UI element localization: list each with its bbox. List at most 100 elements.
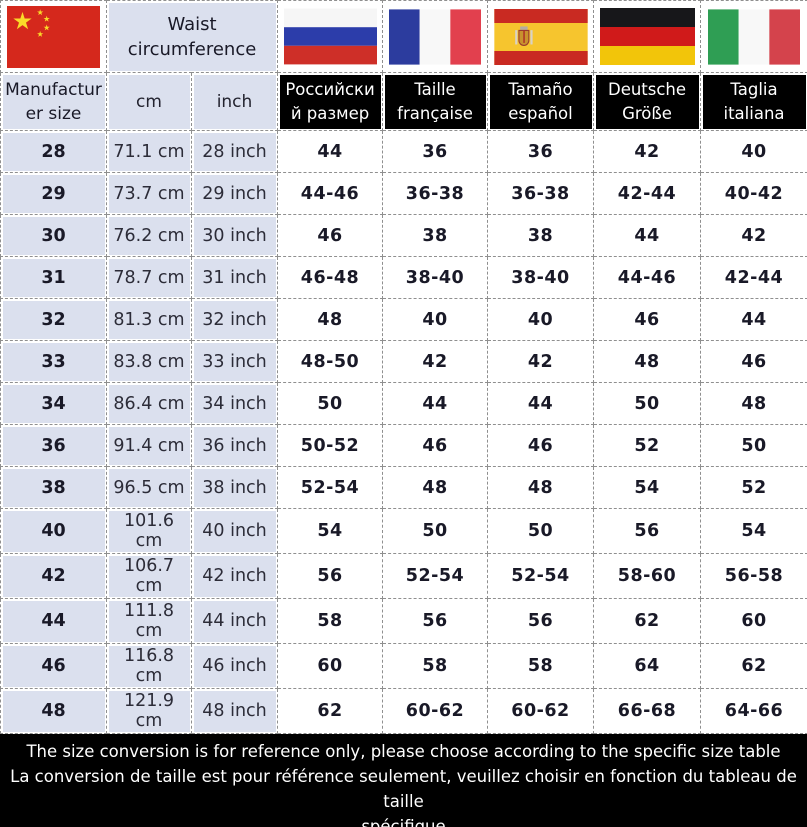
cell-inch: 33 inch <box>190 340 279 383</box>
cell-french-size: 40 <box>382 298 489 341</box>
cell-spanish-size: 56 <box>487 598 595 644</box>
cell-spanish-size: 58 <box>487 643 595 689</box>
flags-row: Waist circumference <box>0 0 807 73</box>
cell-spanish-size: 48 <box>487 466 595 509</box>
cell-spanish-size: 38 <box>487 214 595 257</box>
spain-flag-icon <box>493 8 588 65</box>
cell-manufacturer-size: 29 <box>0 172 107 215</box>
size-row: 34 86.4 cm 34 inch 50 44 44 50 48 <box>0 382 807 425</box>
cell-inch: 46 inch <box>190 643 279 689</box>
size-row: 42 106.7 cm 42 inch 56 52-54 52-54 58-60… <box>0 553 807 599</box>
cell-cm: 101.6 cm <box>106 508 192 554</box>
cell-inch: 44 inch <box>190 598 279 644</box>
cell-manufacturer-size: 34 <box>0 382 107 425</box>
italy-flag-icon <box>708 8 801 65</box>
cell-inch: 38 inch <box>190 466 279 509</box>
cell-german-size: 58-60 <box>593 553 702 599</box>
russia-flag-cell <box>277 0 384 73</box>
cell-cm: 73.7 cm <box>106 172 192 215</box>
cell-spanish-size: 50 <box>487 508 595 554</box>
cell-inch: 42 inch <box>190 553 279 599</box>
cell-manufacturer-size: 33 <box>0 340 107 383</box>
footer-line-french-cont: spécifique <box>361 817 446 827</box>
cell-german-size: 48 <box>593 340 702 383</box>
cell-german-size: 52 <box>593 424 702 467</box>
size-row: 48 121.9 cm 48 inch 62 60-62 60-62 66-68… <box>0 688 807 734</box>
cell-german-size: 44-46 <box>593 256 702 299</box>
cell-spanish-size: 44 <box>487 382 595 425</box>
cell-french-size: 48 <box>382 466 489 509</box>
cell-russian-size: 60 <box>277 643 384 689</box>
cell-cm: 116.8 cm <box>106 643 192 689</box>
cell-german-size: 50 <box>593 382 702 425</box>
france-flag-cell <box>382 0 489 73</box>
cell-spanish-size: 38-40 <box>487 256 595 299</box>
header-italian-size: Taglia italiana <box>700 72 807 131</box>
footer-line-english: The size conversion is for reference onl… <box>26 742 781 761</box>
cell-italian-size: 42 <box>700 214 807 257</box>
cell-cm: 86.4 cm <box>106 382 192 425</box>
header-french-size: Taille française <box>382 72 489 131</box>
cell-inch: 28 inch <box>190 130 279 173</box>
cell-spanish-size: 46 <box>487 424 595 467</box>
cell-italian-size: 56-58 <box>700 553 807 599</box>
cell-french-size: 58 <box>382 643 489 689</box>
cell-german-size: 66-68 <box>593 688 702 734</box>
cell-german-size: 56 <box>593 508 702 554</box>
cell-italian-size: 44 <box>700 298 807 341</box>
cell-french-size: 42 <box>382 340 489 383</box>
size-conversion-table: Waist circumference <box>0 0 807 734</box>
cell-french-size: 50 <box>382 508 489 554</box>
table-body: 28 71.1 cm 28 inch 44 36 36 42 40 29 73.… <box>0 130 807 734</box>
cell-manufacturer-size: 32 <box>0 298 107 341</box>
cell-russian-size: 56 <box>277 553 384 599</box>
cell-german-size: 62 <box>593 598 702 644</box>
cell-spanish-size: 40 <box>487 298 595 341</box>
cell-cm: 71.1 cm <box>106 130 192 173</box>
cell-russian-size: 54 <box>277 508 384 554</box>
cell-italian-size: 54 <box>700 508 807 554</box>
cell-inch: 31 inch <box>190 256 279 299</box>
france-flag-icon <box>389 8 482 65</box>
size-row: 30 76.2 cm 30 inch 46 38 38 44 42 <box>0 214 807 257</box>
cell-cm: 81.3 cm <box>106 298 192 341</box>
italy-flag-cell <box>700 0 807 73</box>
spain-flag-cell <box>487 0 595 73</box>
cell-russian-size: 58 <box>277 598 384 644</box>
cell-manufacturer-size: 40 <box>0 508 107 554</box>
germany-flag-icon <box>599 8 695 65</box>
cell-spanish-size: 36-38 <box>487 172 595 215</box>
header-cm: cm <box>106 72 192 131</box>
cell-italian-size: 42-44 <box>700 256 807 299</box>
size-row: 32 81.3 cm 32 inch 48 40 40 46 44 <box>0 298 807 341</box>
cell-italian-size: 40 <box>700 130 807 173</box>
cell-french-size: 52-54 <box>382 553 489 599</box>
cell-inch: 30 inch <box>190 214 279 257</box>
cell-manufacturer-size: 46 <box>0 643 107 689</box>
cell-inch: 48 inch <box>190 688 279 734</box>
cell-spanish-size: 52-54 <box>487 553 595 599</box>
cell-italian-size: 50 <box>700 424 807 467</box>
cell-russian-size: 50-52 <box>277 424 384 467</box>
cell-italian-size: 46 <box>700 340 807 383</box>
header-inch: inch <box>190 72 279 131</box>
cell-manufacturer-size: 30 <box>0 214 107 257</box>
spain-coat-of-arms <box>514 25 533 46</box>
cell-italian-size: 52 <box>700 466 807 509</box>
cell-russian-size: 50 <box>277 382 384 425</box>
cell-inch: 32 inch <box>190 298 279 341</box>
cell-russian-size: 52-54 <box>277 466 384 509</box>
cell-russian-size: 44-46 <box>277 172 384 215</box>
cell-italian-size: 48 <box>700 382 807 425</box>
size-row: 44 111.8 cm 44 inch 58 56 56 62 60 <box>0 598 807 644</box>
size-row: 29 73.7 cm 29 inch 44-46 36-38 36-38 42-… <box>0 172 807 215</box>
cell-cm: 96.5 cm <box>106 466 192 509</box>
cell-italian-size: 64-66 <box>700 688 807 734</box>
cell-italian-size: 62 <box>700 643 807 689</box>
cell-german-size: 54 <box>593 466 702 509</box>
cell-russian-size: 44 <box>277 130 384 173</box>
cell-inch: 40 inch <box>190 508 279 554</box>
cell-manufacturer-size: 44 <box>0 598 107 644</box>
waist-circumference-header: Waist circumference <box>105 0 279 73</box>
cell-french-size: 36 <box>382 130 489 173</box>
